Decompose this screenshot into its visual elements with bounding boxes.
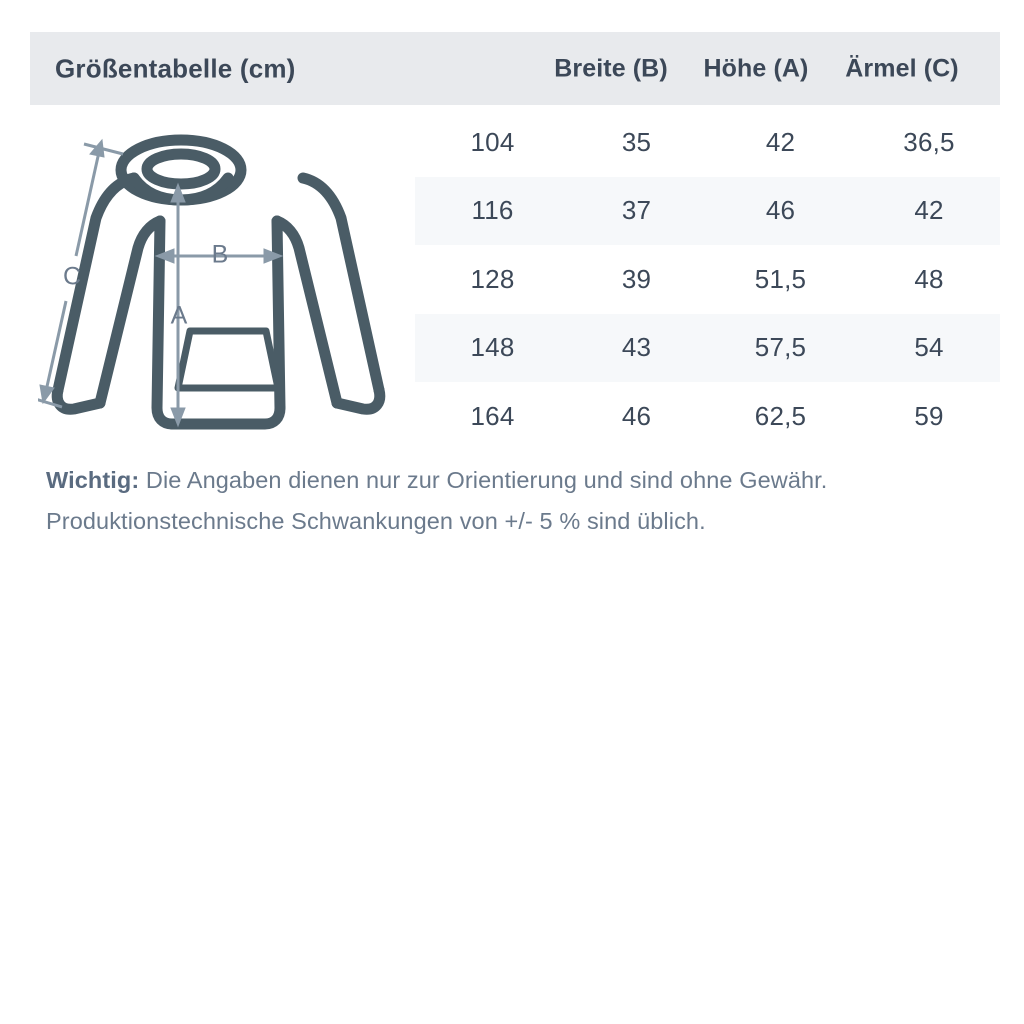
table-row: 116 37 46 42 (415, 177, 1000, 246)
cell-size: 164 (470, 400, 515, 431)
hoodie-garment-icon (51, 134, 386, 430)
table-header-band: Größentabelle (cm) Breite (B) Höhe (A) Ä… (30, 32, 1000, 105)
table-row: 148 43 57,5 54 (415, 314, 1000, 383)
cell-height: 62,5 (754, 400, 807, 431)
cell-width: 46 (621, 400, 652, 431)
cell-height: 46 (765, 195, 796, 226)
dimension-arrow-sleeve (38, 138, 124, 409)
footnote-line-2: Produktionstechnische Schwankungen von +… (46, 508, 706, 534)
cell-height: 57,5 (754, 332, 807, 363)
table-row: 128 39 51,5 48 (415, 245, 1000, 314)
cell-size: 128 (470, 263, 515, 294)
cell-width: 35 (621, 126, 652, 157)
footnote-strong: Wichtig: (46, 467, 140, 493)
cell-height: 42 (765, 126, 796, 157)
cell-size: 148 (470, 332, 515, 363)
dimension-arrows (38, 138, 284, 428)
cell-width: 43 (621, 332, 652, 363)
footnote-line-1: Wichtig: Die Angaben dienen nur zur Orie… (46, 460, 996, 501)
hoodie-illustration: A B C (38, 126, 418, 444)
footnote-line-1-rest: Die Angaben dienen nur zur Orientierung … (139, 467, 828, 493)
cell-width: 37 (621, 195, 652, 226)
footnote: Wichtig: Die Angaben dienen nur zur Orie… (46, 460, 996, 542)
cell-sleeve: 54 (914, 332, 944, 363)
row-stripe-2 (415, 177, 1000, 245)
cell-size: 104 (470, 126, 515, 157)
cell-size: 116 (471, 195, 514, 226)
row-stripe-4 (415, 314, 1000, 382)
cell-sleeve: 59 (914, 400, 944, 431)
dimension-arrow-height (170, 182, 186, 428)
cell-sleeve: 48 (914, 263, 944, 294)
column-header-group: Breite (B) Höhe (A) Ärmel (C) (536, 54, 978, 83)
cell-sleeve: 36,5 (903, 126, 955, 157)
cell-height: 51,5 (754, 263, 807, 294)
size-table: 104 35 42 36,5 116 37 46 42 128 39 51,5 … (415, 108, 1000, 451)
column-header-height: Höhe (A) (703, 54, 809, 82)
dimension-arrow-width (154, 248, 284, 264)
table-row: 164 46 62,5 59 (415, 382, 1000, 451)
column-header-sleeve: Ärmel (C) (845, 54, 959, 82)
pocket-icon (174, 327, 282, 392)
dimension-label-height: A (171, 302, 188, 330)
dimension-label-sleeve: C (63, 263, 81, 291)
cell-sleeve: 42 (914, 195, 944, 226)
table-row: 104 35 42 36,5 (415, 108, 1000, 177)
page-title: Größentabelle (cm) (55, 53, 296, 83)
dimension-label-width: B (212, 241, 229, 269)
cell-width: 39 (621, 263, 652, 294)
column-header-width: Breite (B) (554, 54, 668, 82)
